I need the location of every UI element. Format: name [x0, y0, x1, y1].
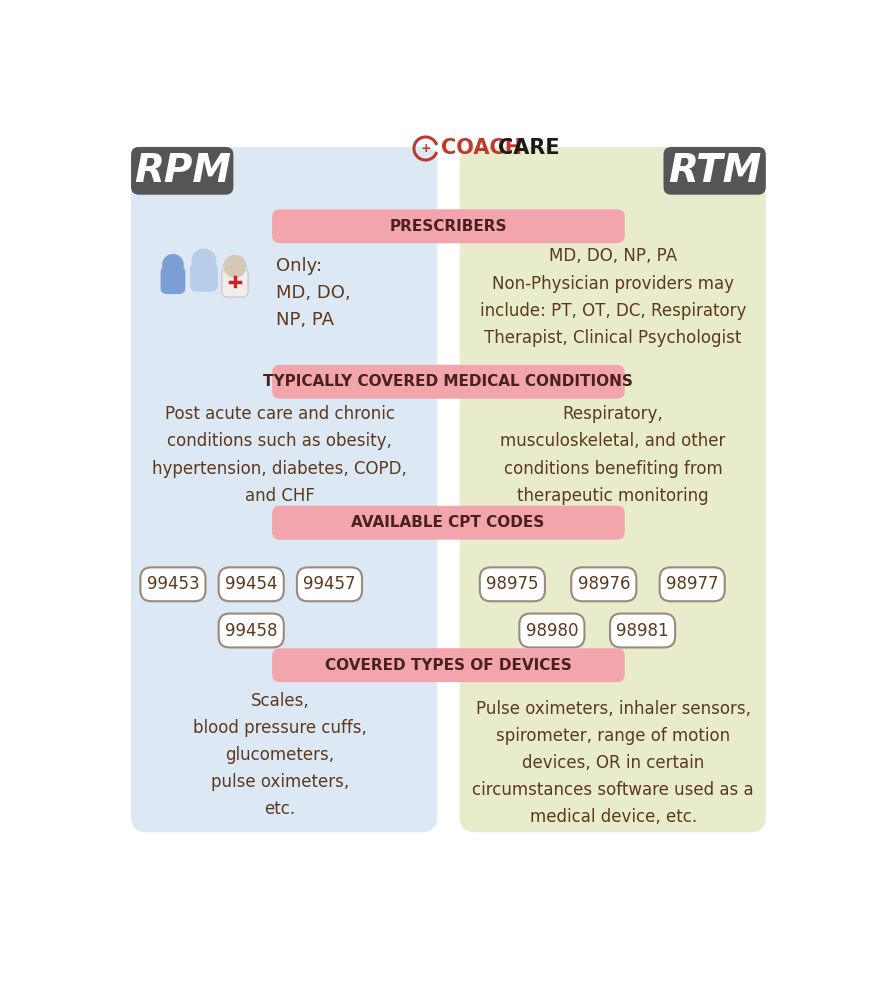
Text: 98980: 98980: [526, 622, 578, 640]
Circle shape: [192, 249, 216, 273]
Text: PRESCRIBERS: PRESCRIBERS: [389, 219, 507, 234]
FancyBboxPatch shape: [160, 266, 186, 294]
Text: 99457: 99457: [304, 575, 356, 593]
FancyBboxPatch shape: [272, 648, 625, 682]
FancyBboxPatch shape: [660, 567, 724, 601]
Text: 98976: 98976: [578, 575, 630, 593]
FancyBboxPatch shape: [131, 147, 234, 195]
Text: 99454: 99454: [225, 575, 277, 593]
FancyBboxPatch shape: [140, 567, 206, 601]
FancyBboxPatch shape: [219, 614, 284, 647]
FancyBboxPatch shape: [459, 147, 766, 832]
FancyBboxPatch shape: [480, 567, 545, 601]
FancyBboxPatch shape: [272, 506, 625, 540]
Text: RTM: RTM: [668, 152, 761, 190]
Text: Respiratory,
musculoskeletal, and other
conditions benefiting from
therapeutic m: Respiratory, musculoskeletal, and other …: [500, 405, 726, 505]
FancyBboxPatch shape: [571, 567, 636, 601]
Text: 99453: 99453: [147, 575, 200, 593]
FancyBboxPatch shape: [663, 147, 766, 195]
FancyBboxPatch shape: [610, 614, 676, 647]
Text: AVAILABLE CPT CODES: AVAILABLE CPT CODES: [352, 515, 544, 530]
Text: COACH: COACH: [441, 138, 522, 158]
FancyBboxPatch shape: [219, 567, 284, 601]
Circle shape: [162, 254, 184, 276]
Text: 98977: 98977: [666, 575, 718, 593]
Text: 98975: 98975: [487, 575, 539, 593]
Text: RPM: RPM: [134, 152, 231, 190]
FancyBboxPatch shape: [272, 365, 625, 399]
FancyBboxPatch shape: [297, 567, 362, 601]
Circle shape: [223, 255, 247, 278]
FancyBboxPatch shape: [131, 147, 438, 832]
Text: Pulse oximeters, inhaler sensors,
spirometer, range of motion
devices, OR in cer: Pulse oximeters, inhaler sensors, spirom…: [473, 700, 754, 826]
Text: Post acute care and chronic
conditions such as obesity,
hypertension, diabetes, : Post acute care and chronic conditions s…: [152, 405, 408, 505]
FancyBboxPatch shape: [190, 262, 218, 292]
Text: MD, DO, NP, PA
Non-Physician providers may
include: PT, OT, DC, Respiratory
Ther: MD, DO, NP, PA Non-Physician providers m…: [480, 247, 746, 347]
Text: COVERED TYPES OF DEVICES: COVERED TYPES OF DEVICES: [325, 658, 571, 673]
FancyBboxPatch shape: [221, 268, 248, 297]
Text: +: +: [420, 142, 430, 155]
Text: 98981: 98981: [616, 622, 668, 640]
Text: 99458: 99458: [225, 622, 277, 640]
Text: Scales,
blood pressure cuffs,
glucometers,
pulse oximeters,
etc.: Scales, blood pressure cuffs, glucometer…: [193, 692, 367, 818]
FancyBboxPatch shape: [520, 614, 584, 647]
Text: CARE: CARE: [498, 138, 559, 158]
FancyBboxPatch shape: [272, 209, 625, 243]
Text: TYPICALLY COVERED MEDICAL CONDITIONS: TYPICALLY COVERED MEDICAL CONDITIONS: [263, 374, 633, 389]
Text: Only:
MD, DO,
NP, PA: Only: MD, DO, NP, PA: [276, 257, 351, 329]
